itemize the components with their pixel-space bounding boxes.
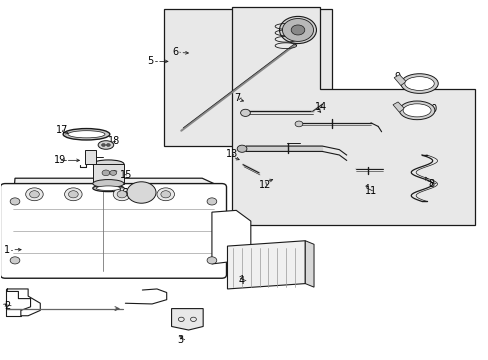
Circle shape bbox=[161, 191, 170, 198]
Text: 7: 7 bbox=[233, 93, 240, 103]
Polygon shape bbox=[232, 7, 474, 225]
Circle shape bbox=[206, 257, 216, 264]
Text: 17: 17 bbox=[56, 125, 68, 135]
Ellipse shape bbox=[96, 186, 120, 190]
Circle shape bbox=[110, 170, 116, 175]
Circle shape bbox=[102, 144, 105, 147]
Ellipse shape bbox=[400, 74, 437, 93]
Circle shape bbox=[26, 188, 43, 201]
Ellipse shape bbox=[98, 141, 114, 149]
Text: 6: 6 bbox=[172, 47, 178, 57]
Text: 2: 2 bbox=[4, 301, 10, 311]
Ellipse shape bbox=[399, 101, 434, 120]
Bar bbox=[164, 9, 331, 146]
Polygon shape bbox=[305, 241, 313, 287]
Polygon shape bbox=[227, 241, 305, 289]
Ellipse shape bbox=[93, 185, 123, 192]
Text: 19: 19 bbox=[54, 156, 66, 165]
Text: 15: 15 bbox=[119, 170, 132, 180]
Ellipse shape bbox=[63, 129, 110, 140]
Circle shape bbox=[282, 18, 313, 41]
Ellipse shape bbox=[93, 180, 123, 188]
Text: 12: 12 bbox=[259, 180, 271, 190]
Circle shape bbox=[126, 182, 156, 203]
Circle shape bbox=[10, 198, 20, 205]
Circle shape bbox=[279, 17, 316, 44]
Circle shape bbox=[237, 145, 246, 152]
Circle shape bbox=[240, 109, 250, 116]
Circle shape bbox=[68, 191, 78, 198]
Ellipse shape bbox=[93, 160, 123, 168]
Text: 11: 11 bbox=[365, 186, 377, 196]
Text: 14: 14 bbox=[314, 102, 326, 112]
Polygon shape bbox=[211, 210, 250, 264]
Polygon shape bbox=[8, 269, 211, 276]
Bar bbox=[85, 150, 96, 164]
Text: 1: 1 bbox=[4, 245, 10, 255]
Text: 16: 16 bbox=[117, 188, 129, 198]
Circle shape bbox=[10, 257, 20, 264]
Text: 4: 4 bbox=[238, 276, 244, 286]
Circle shape bbox=[64, 188, 82, 201]
Circle shape bbox=[157, 188, 174, 201]
Circle shape bbox=[294, 121, 302, 127]
Text: 13: 13 bbox=[225, 149, 238, 159]
Polygon shape bbox=[393, 75, 406, 86]
Polygon shape bbox=[171, 309, 203, 330]
Text: 9: 9 bbox=[393, 72, 400, 82]
Ellipse shape bbox=[68, 131, 105, 138]
Text: 18: 18 bbox=[108, 136, 121, 147]
Ellipse shape bbox=[402, 104, 430, 117]
Circle shape bbox=[106, 144, 110, 147]
Circle shape bbox=[102, 170, 110, 176]
Circle shape bbox=[290, 25, 304, 35]
Text: 3: 3 bbox=[177, 335, 183, 345]
Text: 10: 10 bbox=[426, 104, 438, 113]
FancyBboxPatch shape bbox=[0, 184, 226, 278]
Circle shape bbox=[117, 191, 126, 198]
Ellipse shape bbox=[404, 77, 433, 90]
Polygon shape bbox=[8, 178, 225, 269]
Polygon shape bbox=[392, 102, 404, 112]
Text: 5: 5 bbox=[147, 57, 153, 66]
Circle shape bbox=[30, 191, 39, 198]
Text: 8: 8 bbox=[428, 179, 434, 189]
Bar bbox=[93, 164, 123, 184]
Circle shape bbox=[206, 198, 216, 205]
Circle shape bbox=[113, 188, 130, 201]
